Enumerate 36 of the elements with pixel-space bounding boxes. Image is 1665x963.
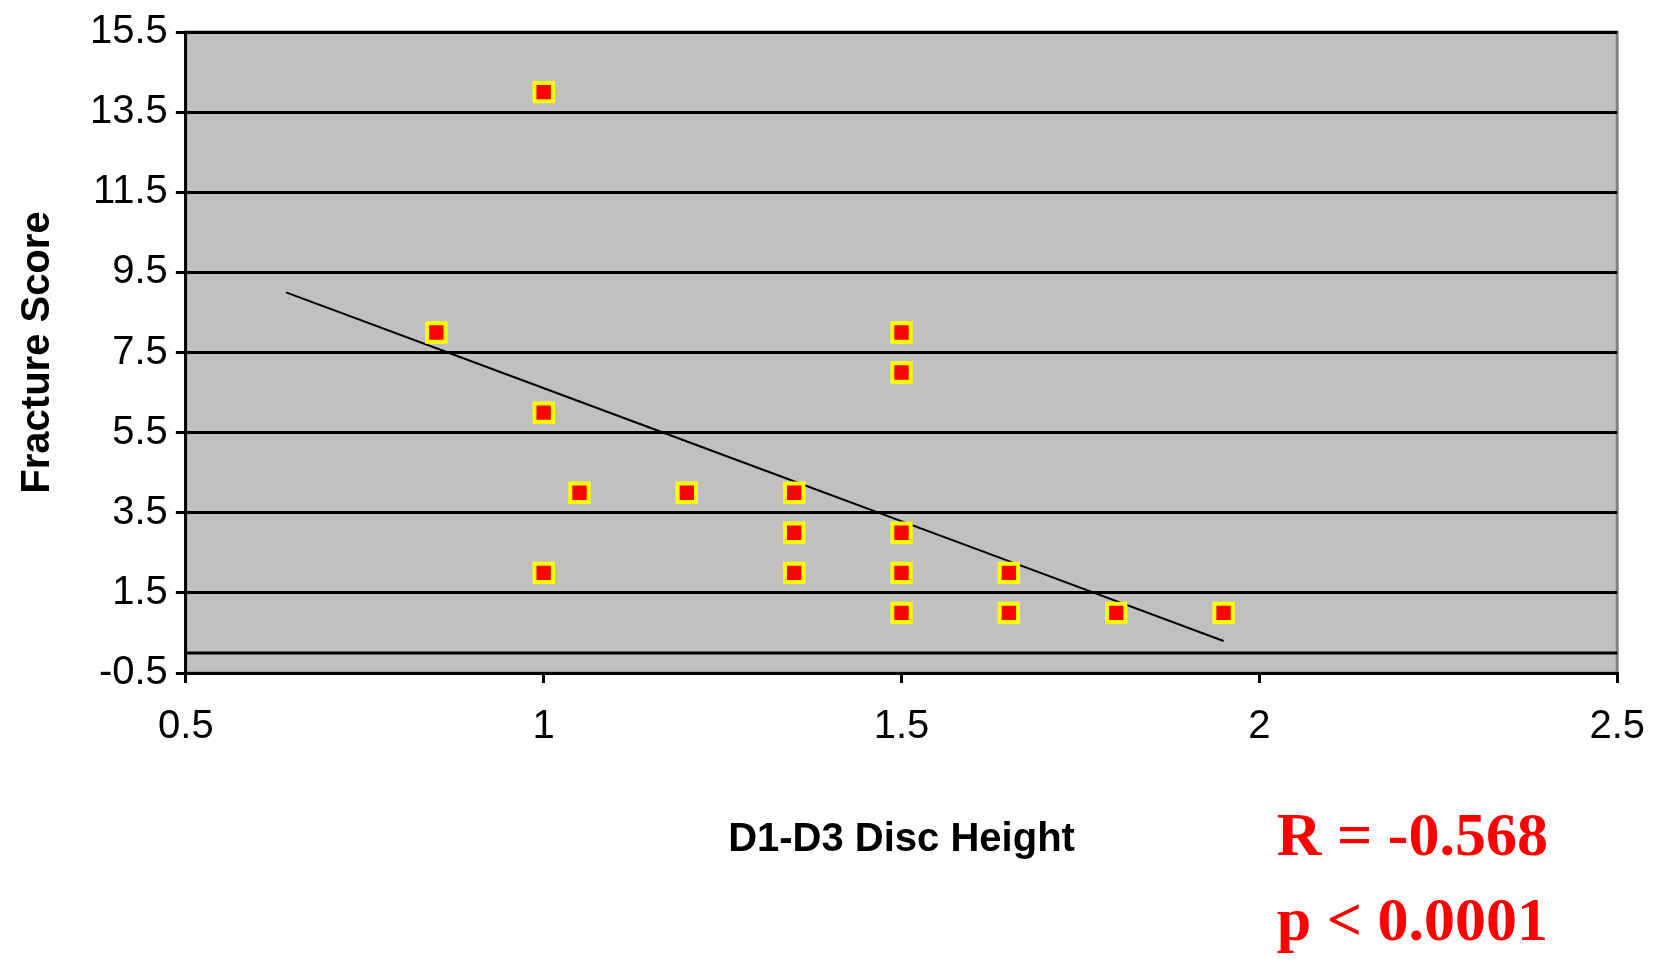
x-tick-label: 2 — [1248, 702, 1271, 747]
y-tick-label: 13.5 — [89, 87, 168, 132]
point — [1105, 601, 1128, 625]
point — [532, 561, 555, 585]
y-tick-label: 9.5 — [112, 247, 168, 292]
y-tick-label: 15.5 — [89, 7, 168, 52]
point — [532, 80, 555, 104]
point — [425, 321, 448, 344]
point — [890, 601, 913, 625]
y-tick-label: -0.5 — [98, 648, 168, 693]
point — [890, 521, 913, 544]
point — [782, 561, 806, 585]
point — [890, 361, 913, 384]
point — [568, 481, 591, 504]
x-tick-label: 1 — [532, 702, 555, 747]
text: R = -0.568 — [1276, 800, 1548, 868]
point — [782, 481, 806, 504]
point — [532, 401, 555, 424]
y-axis-title: Fracture Score — [13, 211, 58, 494]
point — [1212, 601, 1235, 625]
point — [675, 481, 699, 504]
y-tick-label: 5.5 — [112, 407, 168, 452]
x-tick-label: 2.5 — [1589, 702, 1645, 747]
point — [890, 321, 913, 344]
point — [782, 521, 806, 544]
x-tick-label: 1.5 — [873, 702, 930, 747]
y-tick-label: 1.5 — [112, 567, 168, 612]
y-tick-label: 7.5 — [112, 327, 168, 372]
y-tick-label: 11.5 — [92, 167, 168, 212]
point — [890, 561, 913, 585]
text: p < 0.0001 — [1276, 885, 1548, 953]
x-tick-label: 0.5 — [158, 702, 214, 747]
point — [997, 561, 1021, 585]
x-axis-title: D1-D3 Disc Height — [728, 815, 1075, 860]
point — [997, 601, 1021, 625]
y-tick-label: 3.5 — [112, 487, 168, 532]
